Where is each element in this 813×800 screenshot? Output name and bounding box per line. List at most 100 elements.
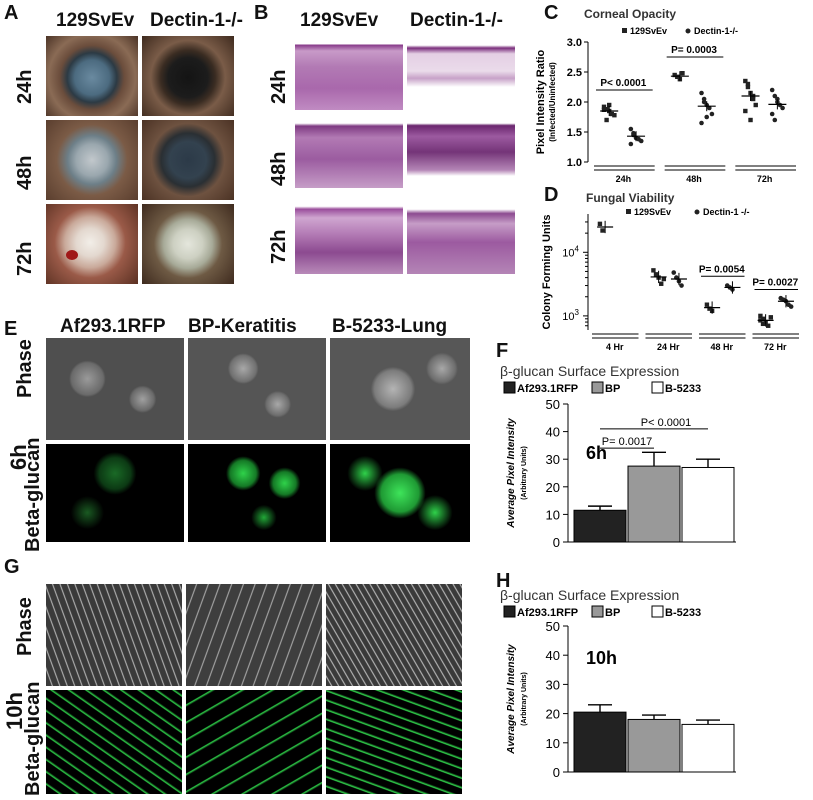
histology-ko-48h (407, 116, 515, 176)
legend-swatch (591, 605, 604, 618)
panel-e-row-betaglucan: Beta-glucan (22, 437, 44, 552)
legend-swatch (591, 381, 604, 394)
data-point-wt (675, 74, 680, 79)
panel-b-row-48h: 48h (268, 151, 290, 186)
bar-af293-1rfp (573, 711, 627, 773)
p-value-annotation: P< 0.0001 (641, 417, 691, 429)
corneal-opacity-chart: Corneal Opacity 129SvEv Dectin-1-/- 1.0 1.5 2… (535, 7, 796, 184)
y-axis-sublabel: (Arbitrary Units) (521, 672, 528, 726)
y-tick-label: 50 (546, 397, 560, 412)
fluorescence-image-b5233-10h (326, 690, 462, 794)
p-value-annotation: P= 0.0027 (752, 277, 798, 288)
fungal-viability-chart: Fungal Viability 129SvEv Dectin-1 -/- 103 10… (541, 191, 799, 352)
phase-image-b5233-6h (330, 338, 470, 440)
data-point-ko (775, 96, 780, 102)
data-point-wt (604, 107, 609, 112)
legend-label: BP (605, 383, 620, 395)
legend-swatch (503, 381, 516, 394)
data-point-wt (661, 276, 667, 282)
panel-letter-e: E (4, 318, 18, 340)
panel-e-header-af293: Af293.1RFP (60, 316, 166, 337)
data-point-ko (772, 93, 778, 99)
x-tick-label: 4 Hr (606, 342, 624, 352)
phase-image-b5233-10h (326, 584, 462, 686)
panel-a-row-48h: 48h (14, 155, 36, 190)
legend-label: B-5233 (665, 607, 701, 619)
x-tick-label: 72 Hr (764, 342, 787, 352)
data-point-wt (704, 302, 710, 307)
data-point-ko (699, 90, 704, 96)
y-tick-label: 10 (546, 736, 560, 751)
data-point-ko (671, 270, 677, 275)
legend-swatch (503, 605, 516, 618)
fluorescence-image-b5233-6h (330, 444, 470, 542)
data-point-ko (701, 99, 707, 105)
bar-bp (627, 465, 681, 543)
data-point-wt (768, 315, 774, 320)
y-axis-sublabel: (Arbitrary Units) (521, 446, 528, 500)
legend-label-ko: Dectin-1 -/- (703, 207, 750, 217)
y-axis-sublabel: (Infected/Uninfected) (548, 62, 557, 142)
chart-title: Fungal Viability (586, 191, 675, 205)
phase-image-bp-6h (188, 338, 326, 440)
x-tick-label: 72h (757, 174, 773, 184)
panel-a-row-24h: 24h (14, 69, 36, 104)
data-point-ko (628, 126, 634, 132)
panel-letter-b: B (254, 2, 269, 24)
y-axis-label: Average Pixel Intensity (506, 418, 517, 529)
panel-b-header-ko: Dectin-1-/- (410, 10, 503, 31)
panel-letter-h: H (496, 570, 511, 592)
data-point-ko (638, 138, 644, 144)
data-point-wt (748, 117, 753, 123)
fluorescence-image-bp-6h (188, 444, 326, 542)
p-value-annotation: P= 0.0017 (602, 436, 652, 448)
beta-glucan-6h-bar-chart: β-glucan Surface Expression Af293.1RFP BP B… (500, 363, 736, 550)
panel-letter-d: D (544, 184, 559, 206)
phase-image-af293-6h (46, 338, 184, 440)
legend-label: Af293.1RFP (517, 607, 578, 619)
y-tick-label: 3.0 (567, 37, 582, 49)
y-axis-label: Average Pixel Intensity (506, 644, 517, 755)
data-point-wt (601, 107, 607, 112)
data-point-wt (601, 104, 607, 109)
eye-photo-ko-72h (142, 204, 234, 284)
p-value-annotation: P< 0.0001 (600, 78, 646, 89)
data-point-wt (766, 323, 771, 328)
panel-letter-a: A (4, 2, 19, 24)
data-point-wt (760, 316, 766, 322)
data-point-wt (600, 228, 605, 233)
panel-b-row-24h: 24h (268, 69, 290, 104)
y-tick-label: 20 (546, 480, 560, 495)
fluorescence-image-af293-10h (46, 690, 182, 794)
data-point-ko (707, 105, 712, 111)
legend-marker-wt (622, 28, 627, 33)
y-axis-label: Colony Forming Units (541, 215, 553, 330)
y-tick-label: 50 (546, 619, 560, 634)
p-value-annotation: P= 0.0003 (671, 45, 717, 56)
data-point-wt (760, 321, 766, 327)
panel-a-header-wt: 129SvEv (56, 10, 135, 31)
eye-photo-wt-48h (46, 120, 138, 200)
phase-image-bp-10h (186, 584, 322, 686)
bar-af293-1rfp (573, 509, 627, 543)
panel-a-row-72h: 72h (14, 241, 36, 276)
fluorescence-image-bp-10h (186, 690, 322, 794)
y-tick-label: 40 (546, 425, 560, 440)
data-point-wt (651, 268, 656, 273)
legend-swatch (651, 381, 664, 394)
legend-label-wt: 129SvEv (634, 207, 671, 217)
histology-wt-48h (295, 116, 403, 188)
histology-wt-72h (295, 202, 403, 274)
data-point-wt (743, 78, 748, 84)
legend-label: Af293.1RFP (517, 383, 578, 395)
legend-label: BP (605, 607, 620, 619)
data-point-wt (609, 111, 614, 117)
y-tick-label: 30 (546, 677, 560, 692)
panel-e-row-phase: Phase (14, 339, 36, 398)
y-axis-label: Pixel Intensity Ratio (535, 49, 547, 154)
legend-label-wt: 129SvEv (630, 26, 667, 36)
y-tick-label: 104 (562, 244, 579, 259)
data-point-wt (597, 221, 603, 227)
beta-glucan-10h-bar-chart: β-glucan Surface Expression Af293.1RFP BP B… (500, 587, 736, 780)
data-point-wt (753, 102, 758, 108)
